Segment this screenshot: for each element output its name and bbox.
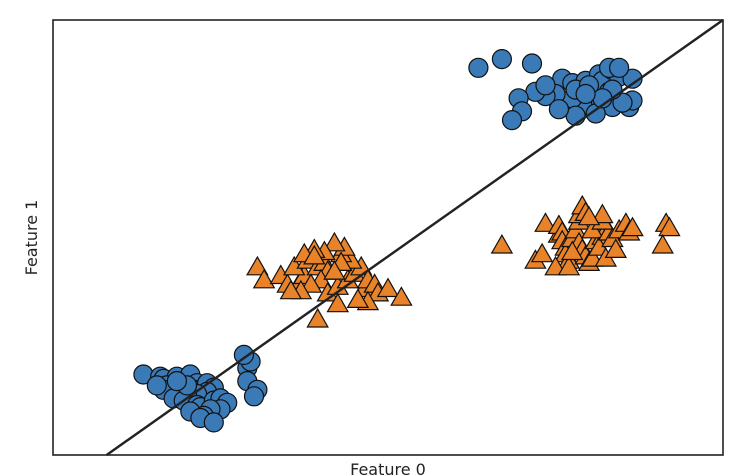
circle-point-74 <box>166 371 187 392</box>
y-axis-label: Feature 1 <box>22 200 41 276</box>
decision-boundary-line <box>105 19 724 456</box>
circle-point-0 <box>468 57 489 78</box>
data-markers <box>133 48 681 433</box>
triangle-point-80 <box>658 216 681 237</box>
circle-point-66 <box>203 412 224 433</box>
decision-boundary-layer <box>105 19 724 456</box>
triangle-point-1 <box>252 268 276 289</box>
circle-point-1 <box>491 48 512 70</box>
triangle-point-37 <box>390 286 413 306</box>
circle-point-34 <box>608 57 630 78</box>
triangle-point-82 <box>560 240 584 261</box>
circle-point-53 <box>146 375 167 396</box>
axes-frame <box>52 19 724 456</box>
triangle-point-42 <box>530 242 554 263</box>
triangle-point-38 <box>303 244 326 265</box>
triangle-point-0 <box>246 255 269 276</box>
triangle-point-77 <box>591 203 614 224</box>
triangle-point-39 <box>323 260 346 280</box>
triangle-point-81 <box>651 233 674 254</box>
x-axis-label: Feature 0 <box>350 460 426 476</box>
triangle-point-43 <box>534 212 557 232</box>
circle-point-35 <box>535 75 556 96</box>
circle-point-25 <box>548 99 570 120</box>
triangle-point-83 <box>577 205 601 226</box>
circle-point-2 <box>521 53 543 74</box>
circle-point-20 <box>501 109 523 131</box>
circle-point-28 <box>622 68 643 89</box>
circle-point-71 <box>243 386 265 407</box>
triangle-point-23 <box>323 231 346 252</box>
triangle-point-14 <box>279 279 303 300</box>
circle-point-36 <box>575 83 596 105</box>
triangle-point-12 <box>299 273 323 293</box>
triangle-point-78 <box>621 216 644 237</box>
triangle-point-32 <box>376 277 400 298</box>
triangle-point-52 <box>557 255 581 276</box>
triangle-point-40 <box>490 233 514 254</box>
triangle-point-34 <box>346 288 370 308</box>
circle-point-72 <box>233 344 254 365</box>
triangle-point-35 <box>326 292 350 313</box>
triangle-point-36 <box>306 307 329 328</box>
plot-area <box>105 19 724 456</box>
triangle-point-73 <box>604 238 628 258</box>
